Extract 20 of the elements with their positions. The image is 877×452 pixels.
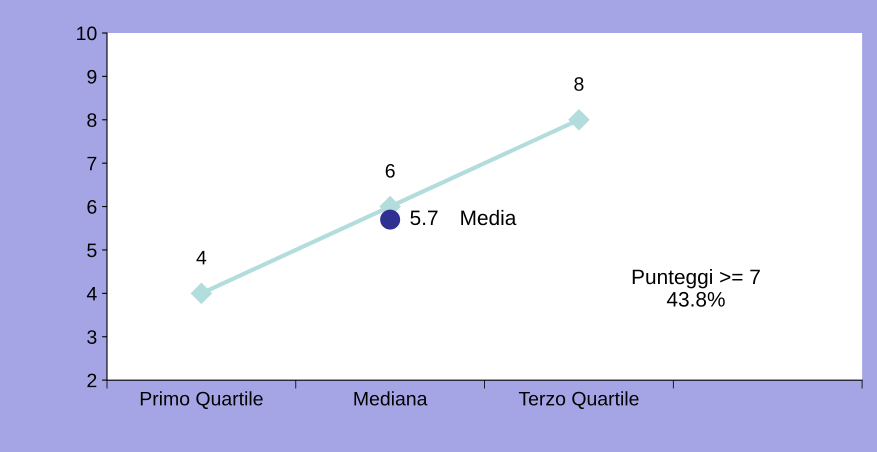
- data-label: 5.7: [410, 210, 438, 226]
- y-tick-label: 8: [87, 113, 96, 128]
- x-tick-label: Terzo Quartile: [518, 391, 639, 410]
- annotation: Punteggi >= 7 43.8%: [632, 268, 760, 307]
- y-tick-label: 10: [77, 26, 97, 40]
- data-label: 6: [386, 164, 395, 178]
- data-label: 8: [574, 77, 584, 91]
- y-tick-label: 3: [87, 330, 96, 344]
- data-label: 4: [196, 250, 206, 264]
- y-tick-label: 7: [87, 156, 96, 170]
- text: Media: [461, 210, 516, 226]
- y-tick-label: 2: [87, 374, 96, 388]
- y-tick-label: 9: [87, 70, 96, 84]
- point: [190, 282, 212, 304]
- point: [568, 109, 590, 130]
- y-tick-label: 5: [87, 244, 96, 258]
- x-tick-label: Primo Quartile: [140, 391, 263, 410]
- y-tick-label: 4: [86, 287, 97, 300]
- x-tick-label: Mediana: [354, 391, 428, 406]
- y-tick-label: 6: [87, 200, 96, 214]
